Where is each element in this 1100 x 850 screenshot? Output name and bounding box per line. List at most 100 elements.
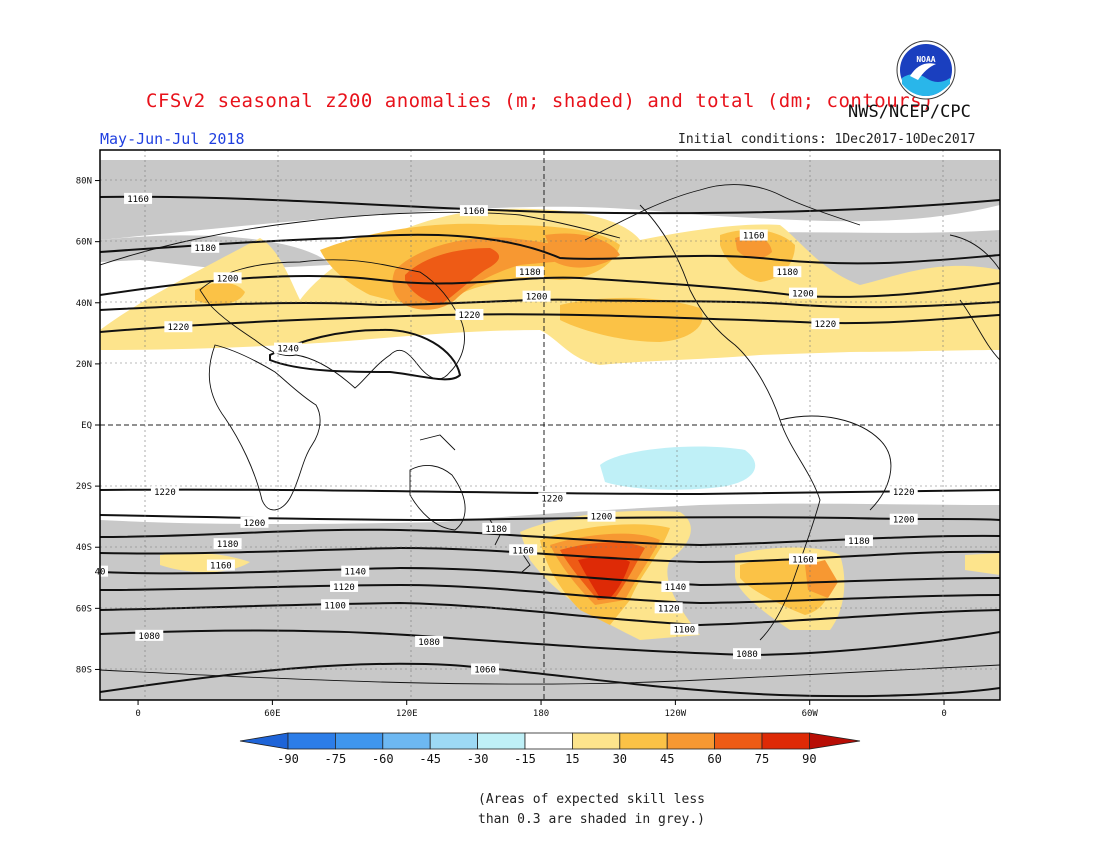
colorbar-swatch (477, 732, 526, 750)
contour-lines (100, 195, 1000, 698)
lat-tick-label: 60N (76, 238, 92, 248)
colorbar-arrow-high (809, 732, 861, 750)
contour-label-bg (739, 229, 768, 241)
contour-label: 1220 (168, 323, 190, 333)
contour-label-bg (341, 565, 370, 577)
contour-label-bg (213, 272, 242, 284)
contour-label: 1200 (893, 516, 915, 526)
contour-label-bg (587, 510, 616, 522)
contour-label-bg (670, 623, 699, 635)
colorbar-swatch (666, 732, 716, 750)
lon-tick-label: 0 (941, 709, 946, 719)
contour-label: 1220 (459, 311, 481, 321)
season-label: May-Jun-Jul 2018 (100, 130, 245, 148)
lat-tick-label: 80N (76, 177, 92, 187)
contour-label: 1220 (893, 488, 915, 498)
contour-label-bg (191, 241, 220, 253)
contour-label: 1080 (138, 632, 160, 642)
contour-label: 1220 (541, 494, 563, 504)
lat-tick-label: 40N (76, 299, 92, 309)
contour-label: 1200 (591, 513, 613, 523)
contour-label-bg (274, 342, 303, 354)
contour-label: 1180 (194, 244, 216, 254)
colorbar-label: 30 (613, 752, 627, 766)
contour-label: 1200 (526, 293, 548, 303)
contour-label: 1080 (736, 650, 758, 660)
contour-label: 1200 (217, 274, 239, 284)
colorbar-label: -30 (467, 752, 489, 766)
lon-tick-label: 0 (135, 709, 140, 719)
logo-text: NOAA (916, 55, 935, 64)
contour-label: 1160 (792, 555, 814, 565)
colorbar-label: -15 (514, 752, 536, 766)
colorbar-swatch (714, 732, 763, 750)
contour-label: 1060 (474, 665, 496, 675)
positive-anomaly-above-90 (578, 556, 630, 598)
contour-label: 1160 (210, 562, 232, 572)
contour-label-bg (471, 663, 500, 675)
contour-label-bg (773, 266, 802, 278)
initial-conditions-label: Initial conditions: 1Dec2017-10Dec2017 (678, 132, 976, 147)
contour-label-bg (135, 629, 164, 641)
contour-label-bg (654, 602, 683, 614)
lat-tick-label: EQ (81, 421, 92, 431)
longitude-axis: 0 60E 120E 180 120W 60W 0 (135, 700, 947, 719)
contour-label: 1180 (848, 537, 870, 547)
contour-label-bg (482, 522, 511, 534)
colorbar-label: 60 (707, 752, 721, 766)
contour-label: 1120 (658, 604, 680, 614)
contour-label-bg (124, 192, 153, 204)
contour-label-bg (206, 559, 235, 571)
lat-tick-label: 80S (76, 665, 92, 675)
colorbar-swatch (572, 732, 621, 750)
contour-label: 1120 (333, 583, 355, 593)
lat-tick-label: 40S (76, 543, 92, 553)
contour-label: 1180 (217, 540, 239, 550)
lat-tick-label: 60S (76, 604, 92, 614)
contour-label: 1180 (519, 268, 541, 278)
lon-tick-label: 60W (802, 709, 819, 719)
footnote-line-2: than 0.3 are shaded in grey.) (478, 812, 705, 827)
contour-label-bg (509, 544, 538, 556)
contour-label-bg (788, 287, 817, 299)
colorbar-swatch (761, 732, 810, 750)
colorbar-label: 45 (660, 752, 674, 766)
coastlines (100, 184, 1000, 685)
contour-label-bg (538, 492, 567, 504)
contour-label-bg (515, 266, 544, 278)
contour-label-bg (321, 599, 350, 611)
lon-tick-label: 120E (396, 709, 418, 719)
contour-label: 1180 (485, 525, 507, 535)
contour-label-bg (330, 580, 359, 592)
colorbar-swatch (429, 732, 479, 750)
contour-label: 1220 (154, 488, 176, 498)
contour-label-bg (811, 318, 840, 330)
colorbar: -90 -75 -60 -45 -30 -15 15 30 45 60 75 90 (239, 732, 861, 766)
latitude-axis: 80N 60N 40N 20N EQ 20S 40S 60S 80S (76, 177, 100, 675)
reference-lines (100, 150, 1000, 700)
contour-label-layer: 1160 1160 1160 1180 1180 1180 1200 1200 1200 1220… (92, 192, 918, 675)
contour-label: 1160 (512, 546, 534, 556)
colorbar-label: -75 (325, 752, 347, 766)
lon-tick-label: 120W (665, 709, 687, 719)
noaa-logo-icon: NOAA (896, 40, 956, 104)
contour-label-bg (661, 580, 690, 592)
contour-label-bg (889, 486, 918, 498)
contour-label: 1080 (418, 638, 440, 648)
contour-label-bg (240, 516, 269, 528)
contour-label: 1180 (776, 268, 798, 278)
colorbar-swatch (287, 732, 336, 750)
contour-label: 1100 (324, 601, 346, 611)
contour-label: 1140 (665, 583, 687, 593)
colorbar-label: -45 (419, 752, 441, 766)
lon-tick-label: 60E (264, 709, 280, 719)
contour-label-bg (150, 486, 179, 498)
colorbar-label: -60 (372, 752, 394, 766)
lat-tick-label: 20N (76, 360, 92, 370)
contour-label: 1200 (792, 290, 814, 300)
lat-tick-label: 20S (76, 482, 92, 492)
contour-label: 1160 (127, 195, 149, 205)
contour-label-bg (788, 553, 817, 565)
contour-label: 1200 (244, 519, 266, 529)
